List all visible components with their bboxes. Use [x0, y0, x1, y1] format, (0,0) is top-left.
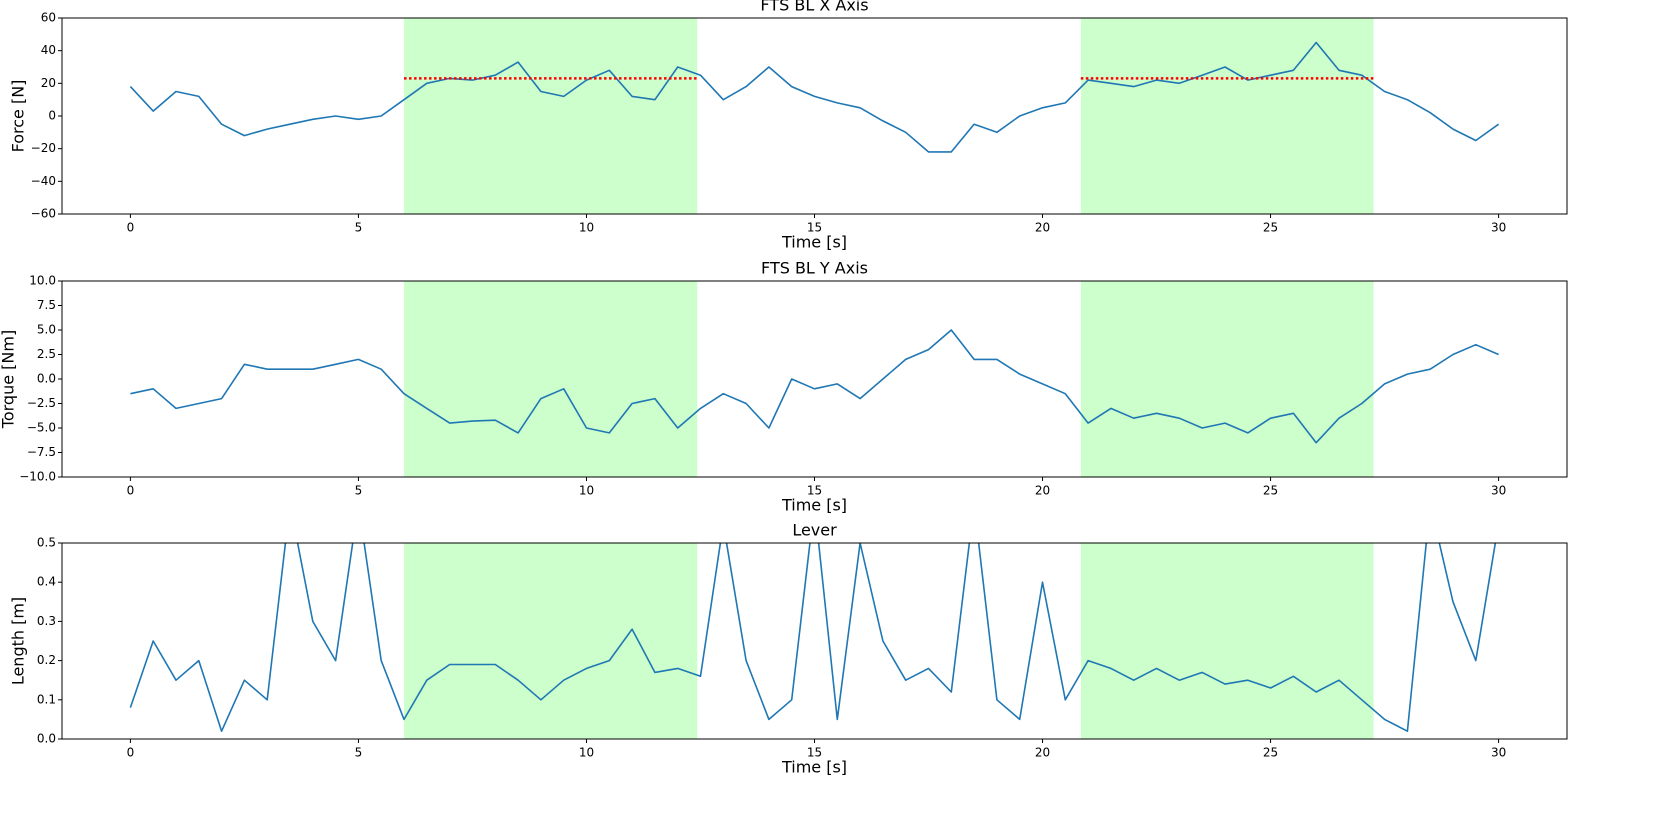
- x-tick-label: 15: [807, 484, 822, 498]
- data-line: [130, 329, 1499, 444]
- y-tick-label: 2.5: [37, 347, 56, 361]
- highlight-span: [1080, 543, 1374, 739]
- x-tick-label: 0: [127, 221, 135, 235]
- plot-area: [129, 543, 1497, 739]
- x-tick-label: 5: [355, 746, 363, 760]
- y-axis-label: Length [m]: [9, 597, 28, 685]
- x-tick-label: 20: [1035, 484, 1050, 498]
- data-line: [129, 41, 1500, 153]
- y-tick-label: 0.0: [37, 732, 56, 746]
- y-tick-label: 0.2: [37, 653, 56, 667]
- y-tick-label: 7.5: [37, 298, 56, 312]
- highlight-span: [404, 18, 698, 214]
- plot-area: [130, 281, 1499, 477]
- highlight-span: [1080, 18, 1374, 214]
- plot-area: [129, 18, 1500, 214]
- data-line: [129, 543, 1497, 732]
- x-tick-label: 20: [1035, 746, 1050, 760]
- subplot-title: Lever: [792, 521, 837, 540]
- y-axis-label: Torque [Nm]: [0, 330, 18, 429]
- x-tick-label: 30: [1491, 746, 1506, 760]
- x-axis-label: Time [s]: [781, 758, 847, 777]
- highlight-span: [404, 281, 698, 477]
- x-tick-label: 30: [1491, 221, 1506, 235]
- x-axis-label: Time [s]: [781, 496, 847, 515]
- y-tick-label: −10.0: [19, 470, 56, 484]
- x-tick-label: 25: [1263, 746, 1278, 760]
- x-tick-label: 10: [579, 484, 594, 498]
- y-tick-label: 10.0: [29, 274, 56, 288]
- y-tick-label: −5.0: [27, 421, 56, 435]
- y-axis-label: Force [N]: [9, 80, 28, 153]
- y-tick-label: 0: [48, 109, 56, 123]
- subplot-title: FTS BL X Axis: [760, 0, 868, 15]
- highlight-span: [1080, 281, 1374, 477]
- y-tick-label: 0.5: [37, 536, 56, 550]
- y-tick-label: 0.1: [37, 692, 56, 706]
- y-tick-label: 20: [41, 76, 56, 90]
- y-tick-label: 0.4: [37, 575, 56, 589]
- y-tick-label: −20: [31, 141, 56, 155]
- x-tick-label: 15: [807, 221, 822, 235]
- x-tick-label: 30: [1491, 484, 1506, 498]
- x-tick-label: 5: [355, 221, 363, 235]
- x-tick-label: 25: [1263, 484, 1278, 498]
- y-tick-label: −40: [31, 174, 56, 188]
- x-tick-label: 10: [579, 221, 594, 235]
- y-tick-label: 60: [41, 11, 56, 25]
- y-tick-label: −7.5: [27, 445, 56, 459]
- x-tick-label: 10: [579, 746, 594, 760]
- highlight-span: [404, 543, 698, 739]
- x-tick-label: 5: [355, 484, 363, 498]
- x-tick-label: 0: [127, 484, 135, 498]
- x-tick-label: 15: [807, 746, 822, 760]
- y-tick-label: 5.0: [37, 323, 56, 337]
- x-tick-label: 0: [127, 746, 135, 760]
- y-tick-label: 40: [41, 43, 56, 57]
- y-tick-label: −60: [31, 207, 56, 221]
- y-tick-label: 0.3: [37, 614, 56, 628]
- x-axis-label: Time [s]: [781, 233, 847, 252]
- x-tick-label: 25: [1263, 221, 1278, 235]
- y-tick-label: 0.0: [37, 372, 56, 386]
- x-tick-label: 20: [1035, 221, 1050, 235]
- y-tick-label: −2.5: [27, 396, 56, 410]
- subplot-title: FTS BL Y Axis: [761, 259, 868, 278]
